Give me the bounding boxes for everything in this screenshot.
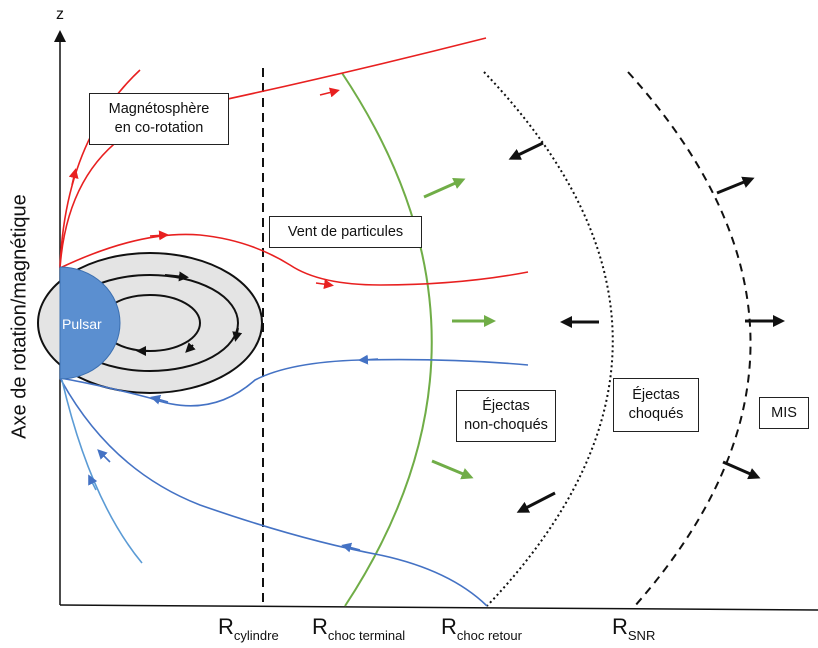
reverse-shock-arrow-1: [508, 141, 544, 160]
red-field-line-3-arrow-b: [315, 279, 334, 290]
closed-loop-arrow-right: [232, 327, 243, 342]
snr-arrow-1: [716, 176, 755, 195]
r-choc-terminal-label: Rchoc terminal: [312, 614, 405, 643]
terminal-shock-line: [341, 72, 433, 607]
snr-arrow-3: [722, 460, 761, 480]
pulsar-label: Pulsar: [62, 316, 102, 332]
closed-loop-arrow-mid: [185, 342, 196, 353]
unshocked-ejecta-label-line-2: non-choqués: [464, 417, 548, 433]
reverse-shock-line: [483, 71, 614, 607]
x-axis: [59, 604, 818, 611]
r-snr-base: R: [612, 614, 628, 639]
r-choc-retour-base: R: [441, 614, 457, 639]
shocked-ejecta-label-line-1: Éjectas: [632, 387, 680, 404]
blue-field-line-2: [59, 377, 488, 607]
y-axis-label: Axe de rotation/magnétique: [8, 194, 31, 439]
blue-field-line-3: [61, 379, 143, 564]
r-choc-retour-label: Rchoc retour: [441, 614, 522, 643]
blue-field-line-1-arrow-a: [358, 354, 379, 365]
red-field-line-1: [59, 69, 141, 269]
closed-loop-arrow-top: [164, 271, 189, 282]
shocked-ejecta-label: Éjectas choqués: [613, 378, 699, 432]
r-cylindre-sub: cylindre: [233, 628, 279, 643]
snr-boundary-line: [627, 71, 752, 608]
r-cylindre-base: R: [218, 614, 234, 639]
reverse-shock-arrow-3: [516, 491, 556, 513]
r-snr-label: RSNR: [612, 614, 655, 643]
r-choc-terminal-sub: choc terminal: [327, 628, 406, 643]
terminal-shock-arrow-1: [423, 177, 466, 199]
unshocked-ejecta-label: Éjectas non-choqués: [456, 390, 556, 442]
red-field-line-1-arrow: [68, 168, 79, 186]
r-choc-retour-sub: choc retour: [456, 628, 522, 643]
pulsar-disk: [59, 266, 121, 380]
magnetosphere-label-line-2: en co-rotation: [114, 120, 204, 136]
shocked-ejecta-label-line-2: choqués: [628, 406, 684, 422]
red-field-line-3-arrow-a: [149, 230, 169, 241]
ism-label: MIS: [759, 397, 809, 429]
r-cylindre-label: Rcylindre: [218, 614, 279, 643]
r-snr-sub: SNR: [627, 628, 656, 643]
wind-label: Vent de particules: [269, 216, 422, 248]
unshocked-ejecta-label-line-1: Éjectas: [482, 398, 530, 415]
r-choc-terminal-base: R: [312, 614, 328, 639]
red-field-line-2-arrow: [319, 87, 340, 98]
red-field-line-3: [59, 233, 529, 286]
blue-field-line-1-arrow-b: [150, 394, 169, 405]
blue-field-line-3-arrow: [88, 474, 98, 491]
magnetosphere-label: Magnétosphère en co-rotation: [89, 93, 229, 145]
terminal-shock-arrow-3: [431, 459, 474, 480]
z-axis-label: z: [56, 6, 64, 23]
blue-field-line-1: [59, 358, 529, 407]
blue-field-line-2-arrow-b: [97, 449, 111, 463]
blue-field-line-2-arrow-a: [341, 542, 361, 553]
magnetosphere-label-line-1: Magnétosphère: [108, 101, 210, 118]
